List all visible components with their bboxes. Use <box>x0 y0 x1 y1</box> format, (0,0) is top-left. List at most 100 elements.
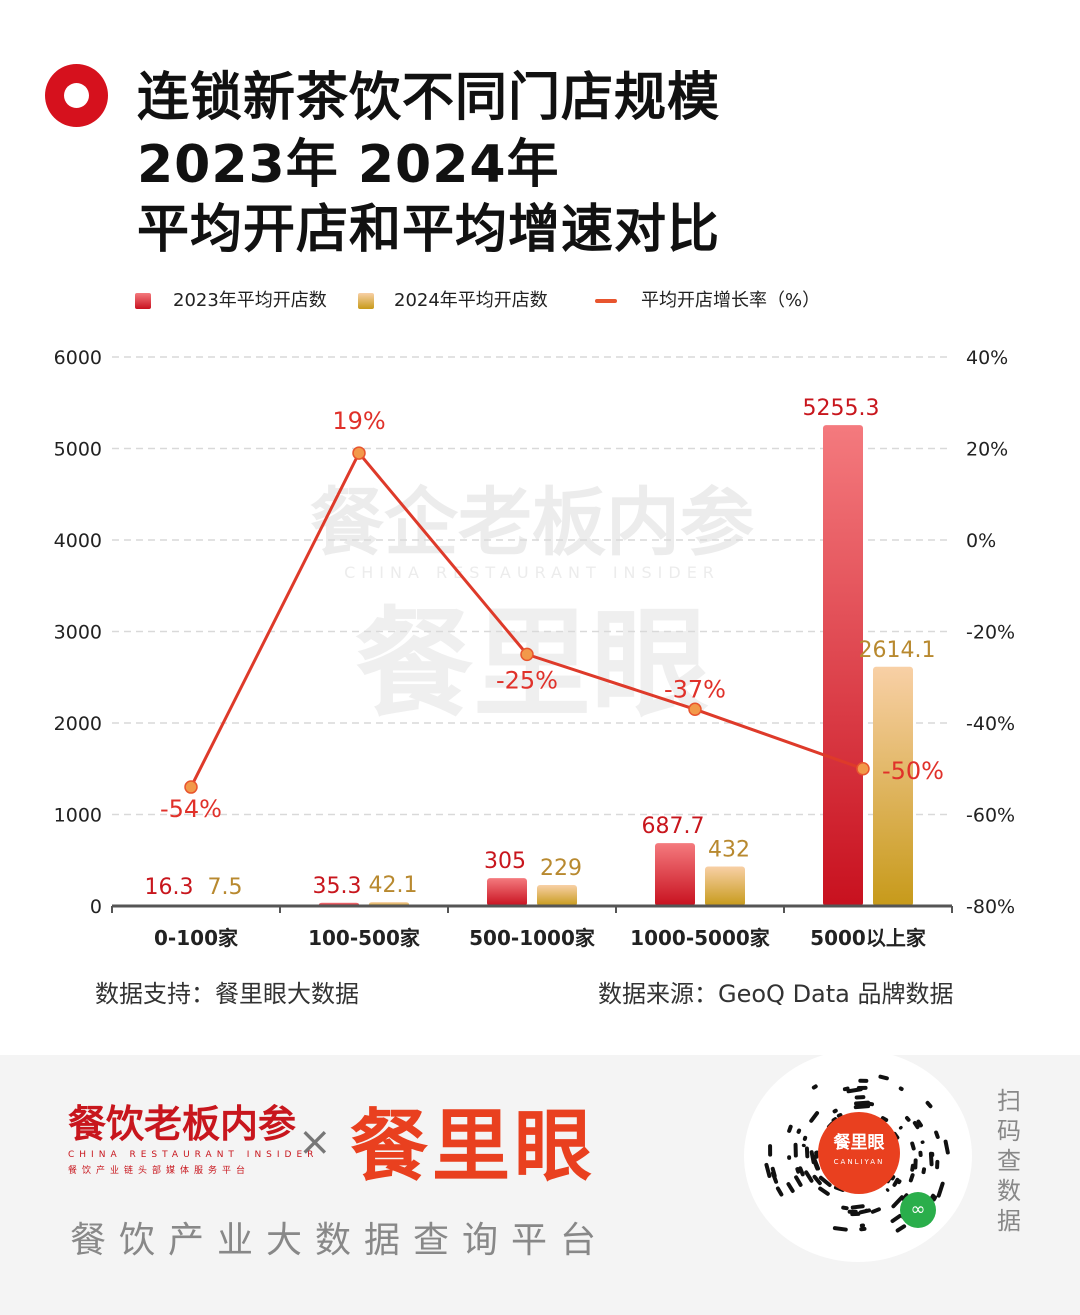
y-axis-left: 0 1000 2000 3000 4000 5000 6000 <box>54 347 102 918</box>
qr-dot <box>804 1170 814 1183</box>
y-right-tick: -20% <box>966 622 1015 644</box>
y-right-tick: 20% <box>966 439 1008 461</box>
qr-dot <box>850 1204 865 1210</box>
qr-dot <box>770 1171 779 1184</box>
title-line-1: 连锁新茶饮不同门店规模 <box>137 68 721 128</box>
qr-dot <box>854 1100 871 1106</box>
qr-dot <box>847 1209 858 1214</box>
qr-dot <box>898 1125 903 1130</box>
qr-dot <box>809 1111 820 1123</box>
legend-item-2023: 2023年平均开店数 <box>135 286 327 316</box>
qr-center-name: 餐里眼 <box>833 1133 885 1153</box>
qr-dot <box>891 1195 904 1209</box>
qr-dot <box>802 1135 808 1141</box>
scan-char: 扫 <box>997 1087 1021 1115</box>
data-label-2023: 5255.3 <box>803 396 880 421</box>
bar-2024 <box>705 866 745 906</box>
qr-dot <box>812 1174 822 1186</box>
bar-2024 <box>537 885 577 906</box>
qr-dot <box>859 1223 866 1228</box>
qr-dot <box>846 1087 863 1094</box>
scan-char: 码 <box>997 1117 1021 1145</box>
qr-dot <box>793 1142 798 1158</box>
qr-dot <box>854 1095 866 1100</box>
qr-dot <box>925 1100 933 1109</box>
y-left-tick: 6000 <box>54 347 102 369</box>
qr-dot <box>895 1224 907 1233</box>
qr-dot <box>858 1078 869 1083</box>
footer-slogan: 餐饮产业大数据查询平台 <box>70 1220 610 1261</box>
data-label-rate: -25% <box>496 666 558 694</box>
qr-dot <box>880 1116 889 1123</box>
qr-dot <box>804 1146 810 1159</box>
qr-dot <box>898 1086 904 1092</box>
y-left-tick: 0 <box>90 896 102 918</box>
legend-swatch-2024 <box>358 293 374 309</box>
qr-dot <box>892 1177 900 1187</box>
legend-label-rate: 平均开店增长率（%） <box>641 290 821 311</box>
title-line-2: 2023年 2024年 <box>137 135 560 195</box>
title-line-3: 平均开店和平均增速对比 <box>137 200 721 260</box>
qr-dot <box>832 1226 848 1232</box>
x-axis: 0-100家 100-500家 500-1000家 1000-5000家 5000以上家 <box>111 904 953 950</box>
qr-dot <box>912 1121 920 1130</box>
logo1-tagline: 餐饮产业链头部媒体服务平台 <box>68 1166 251 1176</box>
qr-dot <box>935 1159 940 1170</box>
rate-point <box>184 780 198 794</box>
grid <box>112 356 952 816</box>
legend-label-2024: 2024年平均开店数 <box>394 290 548 311</box>
y-right-tick: -60% <box>966 805 1015 827</box>
y-right-tick: 0% <box>966 530 996 552</box>
qr-dot <box>786 1182 795 1193</box>
y-right-tick: -80% <box>966 896 1015 918</box>
qr-dot <box>936 1181 945 1198</box>
qr-dot <box>764 1162 772 1178</box>
source-support: 数据支持：餐里眼大数据 <box>95 980 359 1008</box>
data-label-2023: 35.3 <box>313 874 362 899</box>
qr-dot <box>775 1186 784 1197</box>
qr-dot <box>934 1130 940 1139</box>
qr-dot <box>943 1139 950 1155</box>
qr-dot <box>818 1175 832 1187</box>
data-label-2023: 687.7 <box>642 814 705 839</box>
bar-2024 <box>873 666 913 906</box>
qr-dot <box>841 1205 849 1211</box>
qr-dot <box>787 1124 793 1133</box>
y-axis-right: -80% -60% -40% -20% 0% 20% 40% <box>966 347 1015 918</box>
mini-program-icon: ∞ <box>900 1192 936 1228</box>
rate-point <box>520 647 534 662</box>
x-tick-label: 5000以上家 <box>810 926 927 950</box>
data-label-rate: -50% <box>882 757 944 785</box>
data-label-rate: 19% <box>332 407 385 435</box>
qr-dot <box>811 1154 821 1171</box>
x-tick-label: 0-100家 <box>154 926 239 950</box>
source-origin: 数据来源：GeoQ Data 品牌数据 <box>598 980 954 1008</box>
times-icon: × <box>298 1119 332 1165</box>
qr-dot <box>787 1155 792 1160</box>
bar-2023 <box>655 843 695 906</box>
y-left-tick: 4000 <box>54 530 102 552</box>
qr-center-en: CANLIYAN <box>833 1158 885 1166</box>
data-label-2024: 7.5 <box>208 875 243 900</box>
y-left-tick: 2000 <box>54 713 102 735</box>
y-right-tick: -40% <box>966 713 1015 735</box>
qr-dot <box>818 1186 830 1196</box>
rate-point <box>352 446 366 460</box>
data-label-2024: 42.1 <box>369 873 418 898</box>
qr-dot <box>798 1166 805 1177</box>
qr-dot <box>905 1116 911 1122</box>
qr-dot <box>811 1084 818 1090</box>
y-left-tick: 3000 <box>54 622 102 644</box>
qr-dot <box>801 1143 806 1148</box>
scan-char: 查 <box>997 1147 1021 1175</box>
legend-label-2023: 2023年平均开店数 <box>173 290 327 311</box>
qr-dot <box>853 1104 871 1110</box>
qr-dot <box>897 1179 902 1185</box>
data-label-2023: 305 <box>484 849 526 874</box>
qr-dot <box>796 1128 802 1134</box>
legend-item-2024: 2024年平均开店数 <box>358 286 548 316</box>
logo1-title: 餐饮老板内参 <box>68 1101 297 1146</box>
bars <box>151 425 913 908</box>
qr-dot <box>930 1151 935 1158</box>
x-tick-label: 1000-5000家 <box>630 926 771 950</box>
